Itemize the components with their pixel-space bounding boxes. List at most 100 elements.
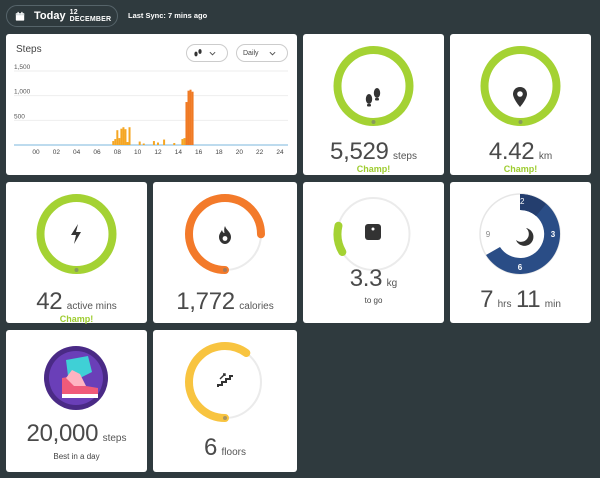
calories-value: 1,772 xyxy=(176,288,235,315)
steps-bar xyxy=(142,143,145,145)
floors-value: 6 xyxy=(204,434,218,461)
steps-bar xyxy=(191,91,194,145)
steps-bar xyxy=(173,143,176,145)
chevron-down-icon xyxy=(269,51,276,56)
best-subtitle: Best in a day xyxy=(53,452,100,461)
steps-bar xyxy=(116,130,119,145)
distance-ring-marker xyxy=(518,120,523,124)
clock-label-6: 6 xyxy=(518,263,523,272)
x-tick-label: 16 xyxy=(195,149,203,156)
x-tick-label: 06 xyxy=(93,149,101,156)
y-tick-label: 1,000 xyxy=(14,89,31,96)
y-tick-label: 1,500 xyxy=(14,64,31,71)
x-tick-label: 18 xyxy=(215,149,223,156)
active-minutes-value: 42 xyxy=(36,288,63,315)
moon-icon xyxy=(516,228,534,246)
x-tick-label: 04 xyxy=(73,149,81,156)
active-minutes-champ-badge: Champ! xyxy=(59,314,94,324)
weight-subtitle: to go xyxy=(364,296,383,305)
calories-tile[interactable]: 1,772 calories xyxy=(153,182,297,323)
steps-bar xyxy=(138,141,141,145)
steps-bar xyxy=(124,129,127,145)
x-tick-label: 02 xyxy=(53,149,61,156)
floors-unit: floors xyxy=(221,447,246,458)
last-sync-status: Last Sync: 7 mins ago xyxy=(128,11,208,20)
date-selector[interactable]: Today 12 DECEMBER xyxy=(6,5,118,27)
location-pin-icon xyxy=(513,87,527,107)
footsteps-icon xyxy=(365,88,381,107)
steps-bar xyxy=(152,141,155,145)
period-dropdown[interactable]: Daily xyxy=(236,44,288,62)
distance-champ-badge: Champ! xyxy=(503,164,538,174)
active-minutes-ring-marker xyxy=(74,268,79,272)
sleep-hours-unit: hrs xyxy=(497,299,512,310)
steps-unit: steps xyxy=(393,151,417,162)
steps-ring-marker xyxy=(371,120,376,124)
x-tick-label: 22 xyxy=(256,149,264,156)
y-tick-label: 500 xyxy=(14,113,25,120)
sleep-hours-value: 7 xyxy=(480,286,494,313)
current-date: 12 DECEMBER xyxy=(69,9,112,23)
scale-icon xyxy=(365,224,381,240)
steps-bar xyxy=(157,142,159,145)
x-tick-label: 20 xyxy=(236,149,244,156)
weight-value: 3.3 xyxy=(349,265,383,292)
distance-tile[interactable]: 4.42 km Champ! xyxy=(450,34,591,175)
steps-progress-ring xyxy=(333,46,414,126)
weight-unit: kg xyxy=(386,278,398,289)
distance-progress-ring xyxy=(480,46,561,126)
best-in-a-day-tile[interactable]: 20,000 steps Best in a day xyxy=(6,330,147,472)
active-minutes-tile[interactable]: 42 active mins Champ! xyxy=(6,182,147,324)
calories-ring-marker xyxy=(223,268,227,272)
x-tick-label: 14 xyxy=(175,149,183,156)
steps-bar xyxy=(181,139,184,145)
metric-dropdown[interactable] xyxy=(186,44,228,62)
weight-progress-ring xyxy=(333,194,414,274)
period-dropdown-label: Daily xyxy=(243,49,259,57)
chart-title: Steps xyxy=(16,44,42,55)
clock-label-12: 12 xyxy=(516,197,525,206)
steps-bar xyxy=(185,102,188,145)
chevron-down-icon xyxy=(209,51,216,56)
clock-label-3: 3 xyxy=(551,230,556,239)
steps-bar xyxy=(163,139,166,145)
calories-progress-ring xyxy=(185,194,265,274)
today-label: Today xyxy=(34,10,66,22)
weight-tile[interactable]: 3.3 kg to go xyxy=(303,182,444,323)
sleep-tile[interactable]: 12 3 6 9 7 hrs 11 min xyxy=(450,182,591,323)
x-tick-label: 10 xyxy=(134,149,142,156)
lightning-icon xyxy=(71,224,81,244)
calories-unit: calories xyxy=(239,301,274,312)
floors-ring-marker xyxy=(223,416,227,420)
active-minutes-progress-ring xyxy=(36,194,117,274)
distance-value: 4.42 xyxy=(488,138,535,165)
steps-tile[interactable]: 5,529 steps Champ! xyxy=(303,34,444,175)
distance-unit: km xyxy=(538,151,553,162)
best-steps-value: 20,000 xyxy=(26,420,99,447)
steps-bar xyxy=(118,138,121,145)
sneaker-badge-icon xyxy=(44,346,108,410)
steps-value: 5,529 xyxy=(330,138,389,165)
steps-bar xyxy=(126,142,129,145)
clock-label-9: 9 xyxy=(486,230,491,239)
steps-bar xyxy=(183,138,186,145)
best-steps-unit: steps xyxy=(102,433,127,444)
steps-chart-card: Steps Daily 1,500 1,000 500 00 02 04 06 08 10 12 1… xyxy=(6,34,297,175)
floors-progress-ring xyxy=(185,342,265,422)
x-tick-label: 00 xyxy=(32,149,40,156)
sleep-mins-unit: min xyxy=(544,299,561,310)
floors-tile[interactable]: 6 floors xyxy=(153,330,297,472)
steps-bar xyxy=(189,89,192,145)
top-bar: Today 12 DECEMBER Last Sync: 7 mins ago xyxy=(0,0,600,32)
steps-bar xyxy=(112,141,115,145)
x-tick-label: 08 xyxy=(114,149,122,156)
active-minutes-unit: active mins xyxy=(66,301,117,312)
footsteps-icon xyxy=(194,49,202,57)
calendar-icon xyxy=(15,11,25,21)
stairs-icon xyxy=(217,373,233,387)
steps-champ-badge: Champ! xyxy=(356,164,391,174)
x-tick-label: 12 xyxy=(154,149,162,156)
weight-ring-progress xyxy=(333,194,414,274)
steps-bar xyxy=(122,127,125,145)
flame-icon xyxy=(219,226,231,244)
